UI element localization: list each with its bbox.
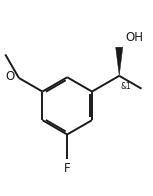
Polygon shape bbox=[116, 47, 123, 76]
Text: F: F bbox=[64, 162, 71, 175]
Text: O: O bbox=[5, 70, 15, 83]
Text: OH: OH bbox=[125, 31, 143, 44]
Text: &1: &1 bbox=[121, 82, 131, 91]
